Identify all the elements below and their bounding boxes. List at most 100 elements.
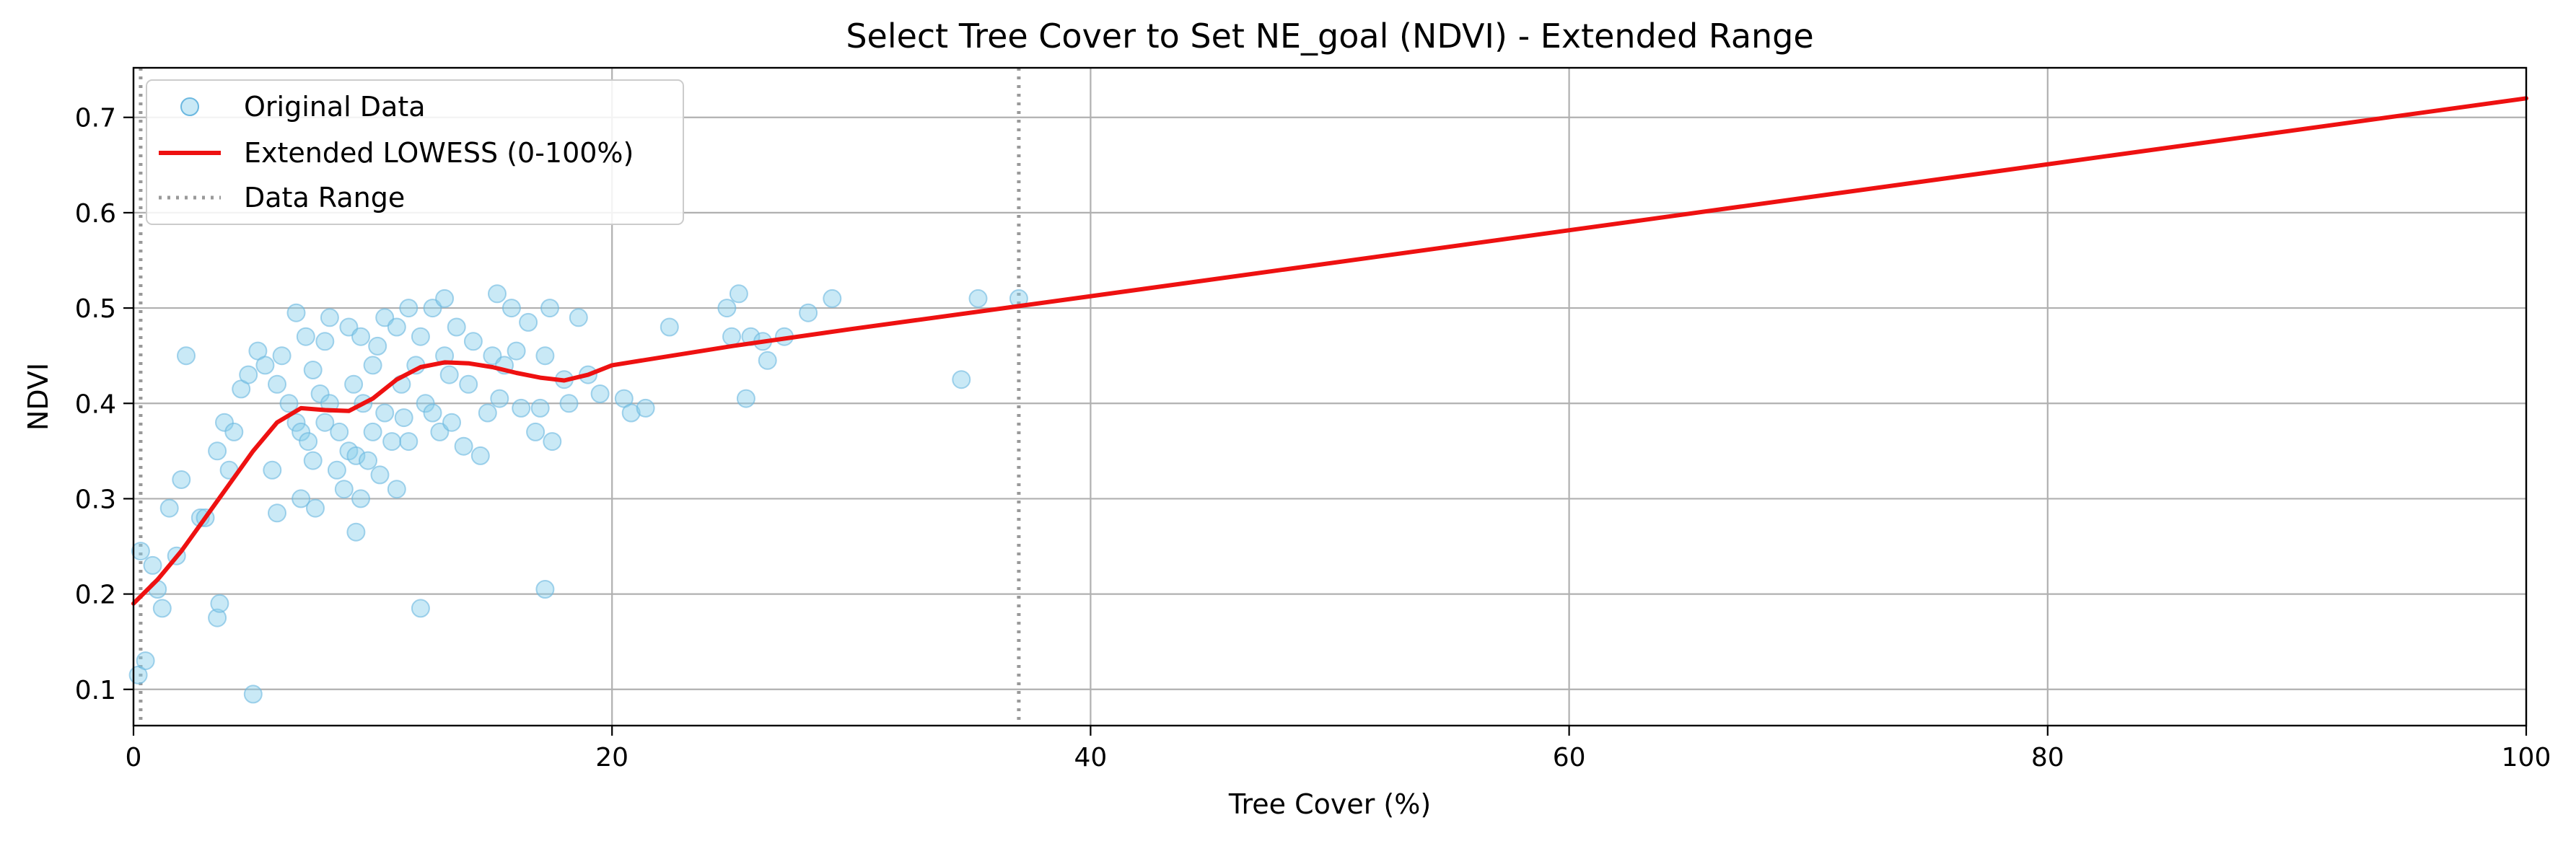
chart-title: Select Tree Cover to Set NE_goal (NDVI) … [846,17,1813,56]
data-point [501,299,521,318]
legend-label-lowess: Extended LOWESS (0-100%) [244,137,634,169]
data-point [306,498,325,518]
data-point [159,498,179,518]
data-point [387,480,406,499]
data-point [399,432,419,452]
data-point [215,413,234,432]
data-point [454,436,473,456]
data-point [512,398,531,418]
data-point [952,370,971,389]
data-point [210,594,229,613]
y-axis-label: NDVI [22,363,54,431]
y-axis-ticks: 0.1 0.2 0.3 0.4 0.5 0.6 0.7 [75,104,133,705]
data-point [224,422,244,441]
data-point [535,346,555,366]
data-range-lines [139,68,1021,726]
data-point [351,327,370,346]
y-tick-label: 0.5 [75,294,116,324]
data-point [327,460,346,480]
grid-lines [132,68,2528,726]
data-point [286,413,306,432]
data-point [478,403,497,423]
legend-marker-points [180,97,199,116]
data-point [263,460,282,480]
data-point [442,413,461,432]
data-point [370,465,390,485]
data-point [621,403,641,423]
data-point [394,408,413,428]
data-point [519,312,538,332]
data-point [530,398,550,418]
data-point [535,580,555,599]
data-point [636,398,655,418]
data-point [540,299,559,318]
data-point [143,555,162,575]
data-point [722,327,741,346]
y-tick-label: 0.1 [75,676,116,705]
data-point [131,542,150,561]
x-tick-label: 100 [2502,743,2551,772]
data-point [660,317,679,337]
data-point [334,480,354,499]
x-tick-label: 0 [126,743,142,772]
data-point [292,489,311,508]
data-point [447,317,466,337]
data-point [320,308,339,327]
data-point [411,327,430,346]
data-point [569,308,588,327]
data-point [470,446,490,465]
data-point [303,451,323,470]
data-point [387,317,406,337]
data-point [543,432,562,452]
data-point [435,289,455,308]
data-point [310,384,330,403]
data-point [296,327,315,346]
x-tick-label: 20 [595,743,628,772]
data-point [299,432,318,452]
data-point [758,351,777,370]
data-point [968,289,988,308]
data-point [268,503,286,523]
data-point [368,336,387,356]
data-point [823,289,842,308]
data-point [488,284,507,304]
data-point [416,394,435,413]
legend-box [146,79,684,225]
data-point [330,422,349,441]
data-point [177,346,196,366]
data-point [292,422,311,441]
data-point [172,470,191,489]
data-point [411,599,430,618]
y-tick-label: 0.3 [75,485,116,514]
data-point [286,303,306,322]
data-point [399,299,419,318]
data-point [559,394,579,413]
data-point [346,446,366,465]
data-point [346,522,366,542]
data-point [208,608,227,628]
data-point [459,374,478,394]
legend-label-original-data: Original Data [244,91,426,123]
data-point [315,413,335,432]
data-point [272,346,292,366]
data-point [152,599,172,618]
x-tick-label: 60 [1553,743,1586,772]
legend: Original Data Extended LOWESS (0-100%) D… [146,79,684,225]
lowess-line [131,96,2528,606]
data-point [303,361,323,379]
y-tick-label: 0.2 [75,581,116,610]
data-point [363,422,382,441]
data-point [799,303,818,322]
data-point [239,365,258,384]
x-axis-ticks: 0 20 40 60 80 100 [126,726,2551,772]
y-tick-label: 0.4 [75,389,116,419]
data-point [351,489,370,508]
data-point [243,684,263,704]
data-point [359,451,377,470]
x-tick-label: 80 [2031,743,2064,772]
data-point [423,403,442,423]
lowess-curve [131,96,2528,606]
data-point [136,651,155,671]
data-point [439,365,459,384]
data-point [363,356,382,375]
